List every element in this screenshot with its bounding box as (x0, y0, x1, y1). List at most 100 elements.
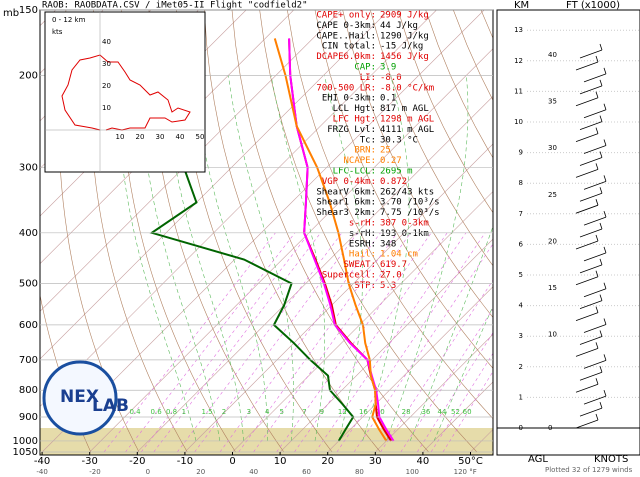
param-label: CAPE..Hail: (316, 31, 376, 41)
temp-tick-label: 0 (229, 456, 235, 467)
isotherm (279, 238, 493, 453)
mixing-ratio-label: 36 (421, 408, 430, 416)
wind-barb (575, 419, 599, 429)
hodograph-title: 0 - 12 km (52, 16, 86, 24)
wind-barb (579, 228, 603, 238)
fahrenheit-tick-label: 0 (146, 468, 150, 476)
wind-barb-flag (599, 222, 603, 230)
fahrenheit-tick-label: 80 (355, 468, 364, 476)
ft-tick-label: 15 (548, 284, 557, 292)
temp-tick-label: -20 (129, 456, 145, 467)
km-tick-label: 9 (519, 149, 523, 157)
km-tick-label: 3 (519, 332, 523, 340)
moist-adiabat (324, 75, 363, 441)
ft-tick-label: 40 (548, 51, 557, 59)
wind-barb-flag (603, 318, 607, 325)
logo-bottom: LAB (92, 396, 129, 416)
hodograph-trace (61, 54, 191, 131)
mixing-ratio-label: 52 (451, 408, 460, 416)
fahrenheit-tick-label: 100 (406, 468, 419, 476)
isotherm (327, 286, 493, 453)
wind-barb-flag (603, 246, 607, 254)
mixing-ratio-label: 60 (463, 408, 472, 416)
param-label: DCAPE6.0km: (316, 52, 376, 62)
mixing-ratio-line (125, 232, 296, 453)
fahrenheit-tick-label: 40 (249, 468, 258, 476)
wind-barb-flag (603, 175, 607, 182)
pressure-tick-label: 200 (19, 70, 38, 81)
wind-barb-flag (599, 43, 603, 51)
param-value: 1290 J/kg (380, 31, 429, 41)
moist-adiabat (409, 225, 493, 442)
mixing-ratio-label: 12 (338, 408, 347, 416)
param-value: 30.3 °C (380, 135, 418, 145)
knots-label: KNOTS (594, 454, 628, 465)
params-panel: CAPE+ only: 2909 J/kg CAPE 0-3km: 44 J/kg CA… (316, 11, 439, 291)
hodograph-y-label: 40 (102, 38, 111, 46)
wind-barb-flag (599, 330, 603, 337)
wind-barb-flag (603, 67, 607, 75)
param-label: EHI 0-3km: (322, 94, 376, 104)
param-label: NCAPE: (343, 156, 376, 166)
ft-label: FT (x1000) (566, 0, 620, 11)
ft-tick-label: 25 (548, 191, 557, 199)
param-label: CIN total: (322, 42, 376, 52)
wind-barb (583, 216, 607, 226)
mixing-ratio-line (430, 352, 493, 453)
wind-barb (579, 157, 603, 166)
param-label: CAP: (354, 63, 376, 73)
wind-barb (579, 49, 603, 59)
pressure-tick-label: 150 (19, 5, 38, 16)
km-tick-label: 2 (519, 363, 523, 371)
km-tick-label: 4 (519, 302, 524, 310)
mixing-ratio-line (294, 232, 448, 453)
hodograph-x-label: 30 (156, 133, 165, 141)
param-value: 0.1 (380, 94, 396, 104)
wind-barb (583, 109, 607, 119)
wind-barb-flag (595, 199, 599, 206)
wind-barb (583, 324, 607, 333)
wind-barb (579, 85, 603, 95)
logo-ring (42, 360, 118, 436)
wind-barb-flag (599, 151, 603, 158)
ground (40, 428, 493, 455)
moist-adiabat (228, 75, 294, 441)
km-tick-label: 7 (519, 210, 523, 218)
ft-tick-label: 10 (548, 331, 557, 339)
km-tick-label: 5 (519, 271, 523, 279)
wind-barb (583, 252, 607, 262)
pressure-tick-label: 300 (19, 162, 38, 173)
temp-tick-label: -40 (34, 456, 50, 467)
wind-barb (579, 192, 603, 202)
wind-barb (575, 61, 599, 71)
mixing-ratio-label: 1.5 (201, 408, 212, 416)
temp-tick-label: 40 (417, 456, 430, 467)
logo: NEX LAB (42, 360, 129, 436)
mixing-ratio-label: 2 (222, 408, 226, 416)
param-value: 2695 m (380, 167, 413, 177)
km-tick-label: 11 (514, 87, 523, 95)
wind-barb (579, 336, 603, 345)
mixing-ratio-line (400, 308, 493, 453)
isotherm (184, 143, 493, 453)
mixing-ratio-label: 4 (265, 408, 270, 416)
temp-tick-label: -10 (177, 456, 193, 467)
param-value: 7.75 /10³/s (380, 208, 440, 218)
param-label: LI: (360, 73, 376, 83)
mixing-ratio-line (276, 232, 432, 453)
param-value: 5.3 (380, 281, 396, 291)
profile-line (273, 38, 388, 442)
mixing-ratio-label: 20 (376, 408, 385, 416)
fahrenheit-tick-label: -20 (89, 468, 100, 476)
param-value: 1456 J/kg (380, 52, 429, 62)
param-value: 1.04 cm (380, 250, 418, 260)
mixing-ratio-label: 3 (247, 408, 251, 416)
pressure-tick-label: 400 (19, 228, 38, 239)
mixing-ratio-line (380, 279, 493, 453)
param-value: 817 m AGL (380, 104, 429, 114)
param-value: 0.872 (380, 177, 407, 187)
pressure-tick-label: 1000 (13, 436, 38, 447)
param-label: ShearV 6km: (316, 187, 376, 197)
wind-barb (579, 407, 603, 417)
isotherm (40, 10, 342, 312)
